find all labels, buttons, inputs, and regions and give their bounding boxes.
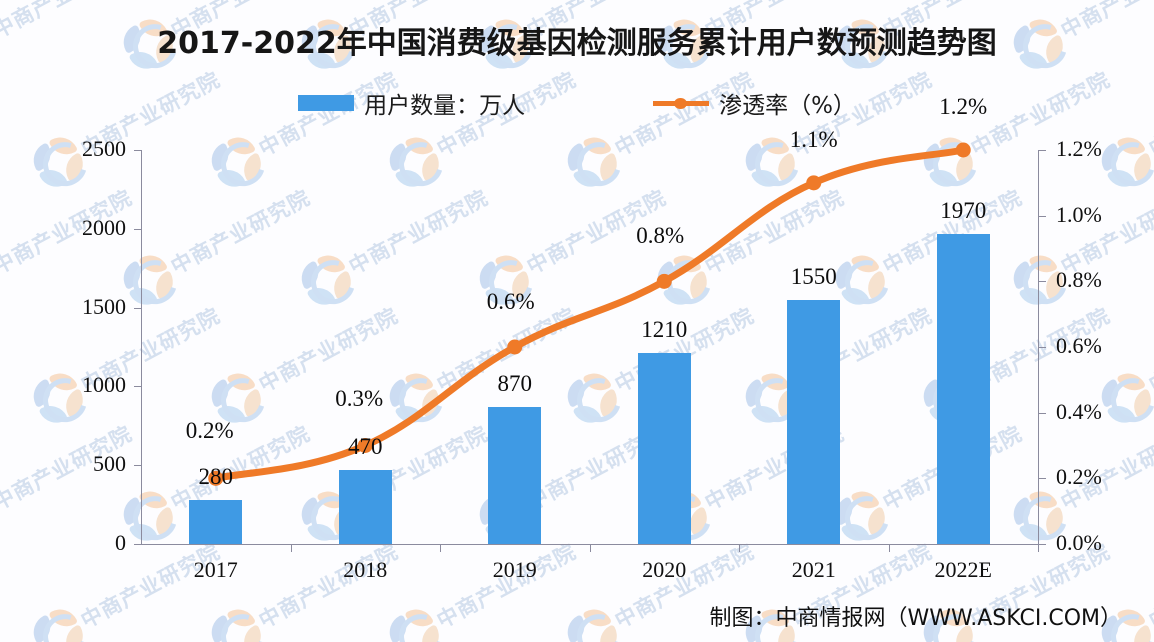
line-marker-2020[interactable] [656,273,672,289]
pct-label-2021: 1.1% [789,126,838,152]
y-axis-right-tick [1039,150,1046,151]
bar-value-label-2022E: 1970 [940,197,987,223]
bar-2018[interactable] [338,469,392,544]
x-axis-tick [290,545,292,552]
y-axis-right-tick-label: 0.8% [1056,267,1102,293]
y-axis-left-tick-label: 1000 [82,372,126,398]
bar-value-label-2020: 1210 [641,317,688,343]
x-axis-tick [440,545,441,552]
y-axis-left-tick-label: 2500 [82,136,126,161]
bar-2017[interactable] [189,499,243,544]
bar-2020[interactable] [637,353,691,544]
y-axis-right-tick-label: 1.0% [1056,201,1102,227]
y-axis-left-tick-label: 0 [115,530,126,555]
bar-value-label-2019: 870 [497,370,533,396]
x-axis-tick-label: 2022E [934,557,992,582]
pct-label-2019: 0.6% [486,289,535,314]
y-axis-left-tick [134,465,141,467]
y-axis-left-tick [134,228,141,230]
line-marker-2022E[interactable] [955,142,971,158]
x-axis-tick-label: 2018 [343,557,388,582]
bar-2022E[interactable] [936,233,990,544]
pct-label-2020: 0.8% [636,223,685,249]
bar-2021[interactable] [787,299,841,544]
bar-value-label-2017: 280 [198,463,234,489]
x-axis-tick [589,545,591,552]
bar-2019[interactable] [488,406,542,544]
x-axis-tick [888,545,890,552]
y-axis-right-tick [1039,544,1046,545]
x-axis-tick [1038,545,1039,552]
pct-label-2017: 0.2% [185,418,234,444]
x-axis-tick-label: 2019 [492,557,537,582]
x-axis [141,544,1039,545]
pct-label-2022E: 1.2% [939,94,988,119]
y-axis-left [141,150,142,545]
y-axis-right-tick [1039,215,1046,217]
y-axis-right-tick [1039,412,1046,414]
y-axis-right-tick-label: 0.4% [1056,398,1102,424]
chart-title: 2017-2022年中国消费级基因检测服务累计用户数预测趋势图 [157,26,997,61]
legend-bar-label: 用户数量：万人 [364,93,526,119]
line-marker-2019[interactable] [507,339,523,355]
legend-bar-swatch-icon [298,95,355,111]
y-axis-left-tick [134,307,141,309]
chart-legend: 用户数量：万人 渗透率（%） [0,86,1154,120]
y-axis-right [1038,150,1039,545]
x-axis-tick-label: 2017 [193,557,238,582]
y-axis-right-tick-label: 0.2% [1056,464,1102,490]
y-axis-left-tick [134,150,141,151]
chart-credit: 制图：中商情报网（WWW.ASKCI.COM） [709,606,1122,631]
x-axis-tick-label: 2020 [642,557,687,582]
pct-label-2018: 0.3% [335,385,384,411]
y-axis-left-tick [134,386,141,388]
legend-line-swatch-icon [653,95,710,111]
y-axis-left-tick-label: 500 [93,451,126,477]
y-axis-right-tick [1039,347,1046,348]
x-axis-tick-label: 2021 [791,557,836,582]
y-axis-left-tick [134,544,141,545]
y-axis-right-tick [1039,281,1046,283]
y-axis-right-tick-label: 0.0% [1056,530,1102,555]
x-axis-tick [739,545,740,552]
y-axis-right-tick-label: 1.2% [1056,136,1102,161]
y-axis-right-tick-label: 0.6% [1056,333,1102,358]
legend-line-label: 渗透率（%） [719,93,856,119]
line-marker-2021[interactable] [806,175,822,191]
legend-item-bar[interactable]: 用户数量：万人 [298,86,525,120]
bar-value-label-2021: 1550 [790,263,837,289]
y-axis-left-tick-label: 1500 [82,293,126,319]
bar-value-label-2018: 470 [348,433,383,459]
y-axis-right-tick [1039,478,1046,480]
y-axis-left-tick-label: 2000 [82,214,126,240]
legend-item-line[interactable]: 渗透率（%） [653,86,856,120]
